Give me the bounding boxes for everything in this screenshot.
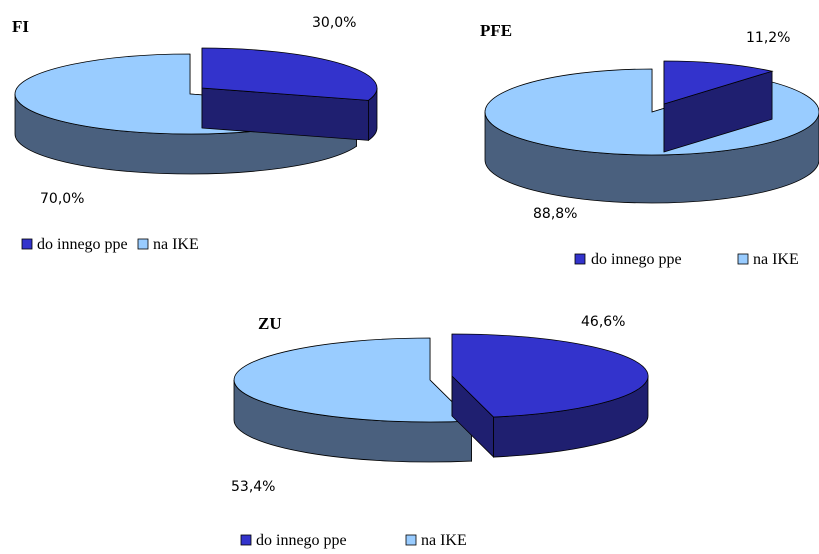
pie-slice-zu-na-ike: [233, 337, 473, 463]
legend-swatch-pfe-na-ike: [737, 253, 749, 265]
pie-pfe: [484, 60, 819, 204]
legend-swatch-pfe-do-innego-ppe: [574, 253, 586, 265]
data-label-zu-do-innego-ppe: 46,6%: [581, 314, 625, 330]
legend-zu: do innego ppe na IKE: [240, 532, 467, 549]
chart-zu: ZU 46,6% 53,4% do innego ppe na IKE: [231, 314, 649, 549]
legend-label-zu-na-ike: na IKE: [421, 532, 467, 549]
legend-label-pfe-na-ike: na IKE: [753, 251, 799, 268]
legend-pfe: do innego ppe na IKE: [574, 251, 799, 268]
data-label-pfe-do-innego-ppe: 11,2%: [746, 30, 790, 46]
data-label-zu-na-ike: 53,4%: [231, 479, 275, 495]
pie-slice-pfe-do-innego-ppe: [663, 60, 774, 153]
legend-swatch-fi-do-innego-ppe: [21, 238, 33, 250]
chart-title-zu: ZU: [258, 314, 282, 333]
data-label-fi-do-innego-ppe: 30,0%: [312, 15, 356, 31]
chart-title-pfe: PFE: [480, 21, 512, 40]
pie-slice-zu-do-innego-ppe: [451, 333, 649, 459]
legend-label-fi-do-innego-ppe: do innego ppe: [37, 236, 128, 253]
pie-slice-fi-do-innego-ppe: [201, 47, 378, 142]
legend-label-zu-do-innego-ppe: do innego ppe: [256, 532, 347, 549]
data-label-fi-na-ike: 70,0%: [40, 191, 84, 207]
data-label-pfe-na-ike: 88,8%: [533, 206, 577, 222]
pie-zu: [233, 333, 649, 463]
legend-fi: do innego ppe na IKE: [21, 236, 199, 253]
legend-swatch-zu-do-innego-ppe: [240, 534, 252, 546]
legend-swatch-zu-na-ike: [405, 534, 417, 546]
chart-pfe: PFE 11,2% 88,8% do innego ppe na IKE: [480, 21, 819, 268]
chart-title-fi: FI: [12, 17, 29, 36]
legend-label-pfe-do-innego-ppe: do innego ppe: [591, 251, 682, 268]
legend-swatch-fi-na-ike: [137, 238, 149, 250]
pie-fi: [14, 47, 378, 175]
chart-fi: FI 30,0% 70,0% do innego ppe na IKE: [12, 15, 378, 253]
legend-label-fi-na-ike: na IKE: [153, 236, 199, 253]
